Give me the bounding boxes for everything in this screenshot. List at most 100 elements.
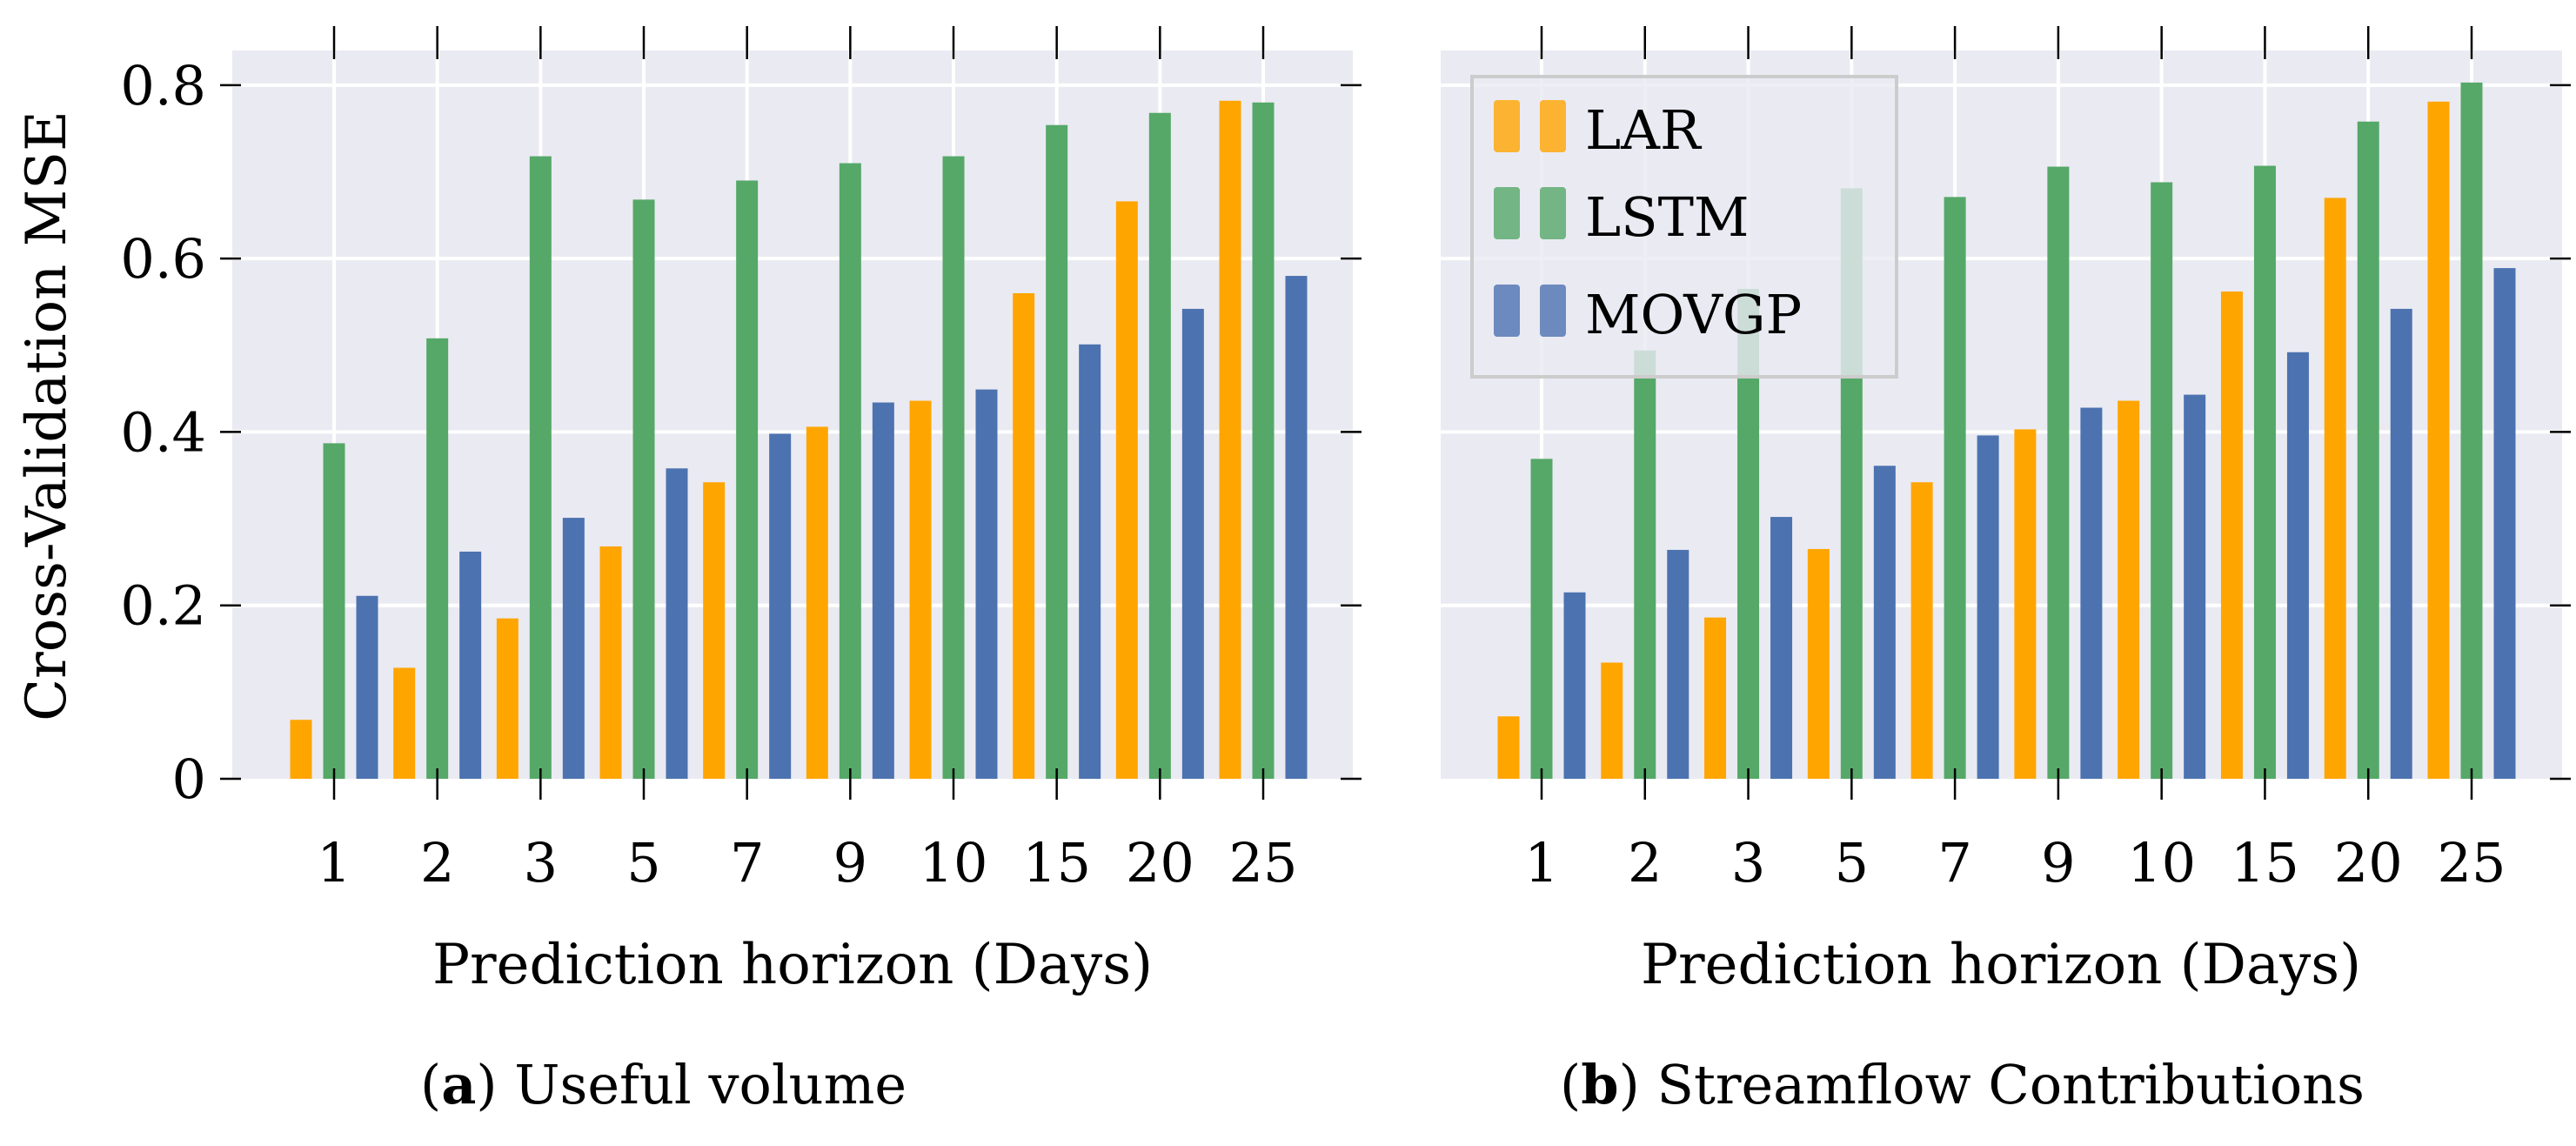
bar-movgp — [1667, 549, 1689, 779]
bar-lstm — [426, 338, 449, 779]
x-tick-label: 2 — [420, 831, 454, 895]
legend-swatch-lar-2 — [1540, 100, 1566, 152]
bar-movgp — [356, 595, 378, 779]
legend-label-lstm: LSTM — [1585, 185, 1749, 249]
panel-a-xtick-labels: 1 2 3 5 7 9 10 15 20 25 — [317, 831, 1297, 895]
y-tick-label: 0.8 — [120, 54, 206, 117]
bar-lstm — [1530, 459, 1553, 779]
y-tick-label: 0 — [172, 747, 206, 811]
legend-label-lar: LAR — [1585, 98, 1703, 162]
legend-item-movgp: MOVGP — [1494, 283, 1802, 346]
x-tick-label: 7 — [730, 831, 764, 895]
bar-lar — [2324, 198, 2346, 780]
panel-a-plot: 0 0.2 0.4 0.6 0.8 1 2 3 5 7 9 10 15 20 25 — [120, 26, 1362, 895]
bar-lstm — [2047, 166, 2070, 779]
bar-lar — [1115, 201, 1138, 780]
bar-lstm — [2460, 82, 2483, 779]
bar-lar — [1219, 100, 1241, 780]
bar-movgp — [2286, 352, 2309, 779]
caption-b-close: ) — [1618, 1053, 1657, 1116]
x-tick-label: 9 — [2041, 831, 2075, 895]
panel-b-ticks — [1540, 26, 2571, 800]
panel-a-bars — [290, 100, 1308, 780]
bar-lar — [1497, 716, 1520, 779]
y-axis-label: Cross-Validation MSE — [15, 111, 79, 721]
bar-movgp — [1079, 344, 1101, 779]
bar-lar — [1704, 617, 1727, 779]
bar-movgp — [1770, 517, 1793, 779]
x-tick-label: 25 — [2438, 831, 2506, 895]
bar-lstm — [529, 156, 552, 780]
x-tick-label: 15 — [2231, 831, 2299, 895]
panel-b-xtick-labels: 1 2 3 5 7 9 10 15 20 25 — [1524, 831, 2506, 895]
y-tick-label: 0.2 — [120, 574, 206, 638]
legend-swatch-lstm-2 — [1540, 187, 1566, 239]
bar-movgp — [1563, 592, 1586, 779]
y-tick-label: 0.6 — [120, 227, 206, 291]
x-tick-label: 10 — [920, 831, 988, 895]
legend-swatch-lar — [1494, 100, 1520, 152]
bar-movgp — [1285, 276, 1308, 780]
bar-movgp — [769, 433, 792, 779]
x-tick-label: 5 — [1835, 831, 1869, 895]
y-tick-label: 0.4 — [120, 400, 206, 464]
bar-lstm — [1634, 350, 1656, 779]
x-tick-label: 1 — [317, 831, 351, 895]
bar-lar — [909, 400, 932, 779]
bar-movgp — [562, 518, 585, 779]
bar-movgp — [975, 389, 998, 779]
bar-movgp — [2184, 394, 2206, 779]
bar-lstm — [1252, 102, 1275, 780]
bar-lstm — [632, 199, 655, 779]
bar-lstm — [736, 180, 759, 779]
x-tick-label: 20 — [2334, 831, 2403, 895]
bar-lstm — [2357, 121, 2379, 779]
caption-b-letter: b — [1581, 1053, 1619, 1116]
bar-movgp — [1977, 435, 1999, 779]
caption-b-text: Streamflow Contributions — [1656, 1053, 2365, 1116]
bar-lar — [290, 720, 312, 779]
x-tick-label: 2 — [1628, 831, 1662, 895]
bar-lar — [1601, 662, 1623, 779]
bar-movgp — [666, 468, 688, 779]
bar-lstm — [1046, 124, 1068, 779]
panel-a-ticks — [220, 26, 1362, 800]
bar-lar — [1807, 548, 1830, 779]
bar-lstm — [2253, 165, 2276, 779]
caption-a-letter: a — [441, 1053, 477, 1116]
legend: LAR LSTM MOVGP — [1470, 75, 1898, 379]
bar-lar — [703, 482, 726, 779]
bar-movgp — [2390, 308, 2412, 780]
caption-a-close: ) — [476, 1053, 515, 1116]
caption-a-text: Useful volume — [514, 1053, 907, 1116]
panel-b-x-axis-label: Prediction horizon (Days) — [1641, 933, 2361, 997]
bar-lstm — [942, 156, 965, 780]
bar-movgp — [1181, 308, 1204, 780]
bar-movgp — [459, 551, 482, 779]
x-tick-label: 3 — [1731, 831, 1765, 895]
bar-lar — [393, 667, 416, 779]
bar-lar — [2220, 292, 2243, 779]
bar-lstm — [2151, 182, 2173, 779]
bar-lar — [2118, 400, 2140, 779]
legend-swatch-lstm — [1494, 187, 1520, 239]
legend-label-movgp: MOVGP — [1585, 283, 1802, 346]
bar-lar — [1013, 293, 1035, 779]
bar-movgp — [2080, 407, 2103, 779]
bar-lstm — [1944, 197, 1966, 779]
caption-a: (a) Useful volume — [420, 1053, 907, 1116]
caption-b: (b) Streamflow Contributions — [1560, 1053, 2365, 1116]
x-tick-label: 10 — [2127, 831, 2196, 895]
bar-lar — [806, 426, 828, 779]
legend-swatch-movgp-2 — [1540, 285, 1566, 337]
x-tick-label: 15 — [1022, 831, 1091, 895]
bar-lar — [599, 546, 622, 779]
bar-lar — [496, 618, 519, 779]
x-tick-label: 5 — [626, 831, 660, 895]
x-tick-label: 25 — [1229, 831, 1298, 895]
caption-b-open: ( — [1560, 1053, 1582, 1116]
x-tick-label: 3 — [524, 831, 558, 895]
legend-item-lstm: LSTM — [1494, 185, 1749, 249]
bar-lstm — [1148, 112, 1171, 779]
